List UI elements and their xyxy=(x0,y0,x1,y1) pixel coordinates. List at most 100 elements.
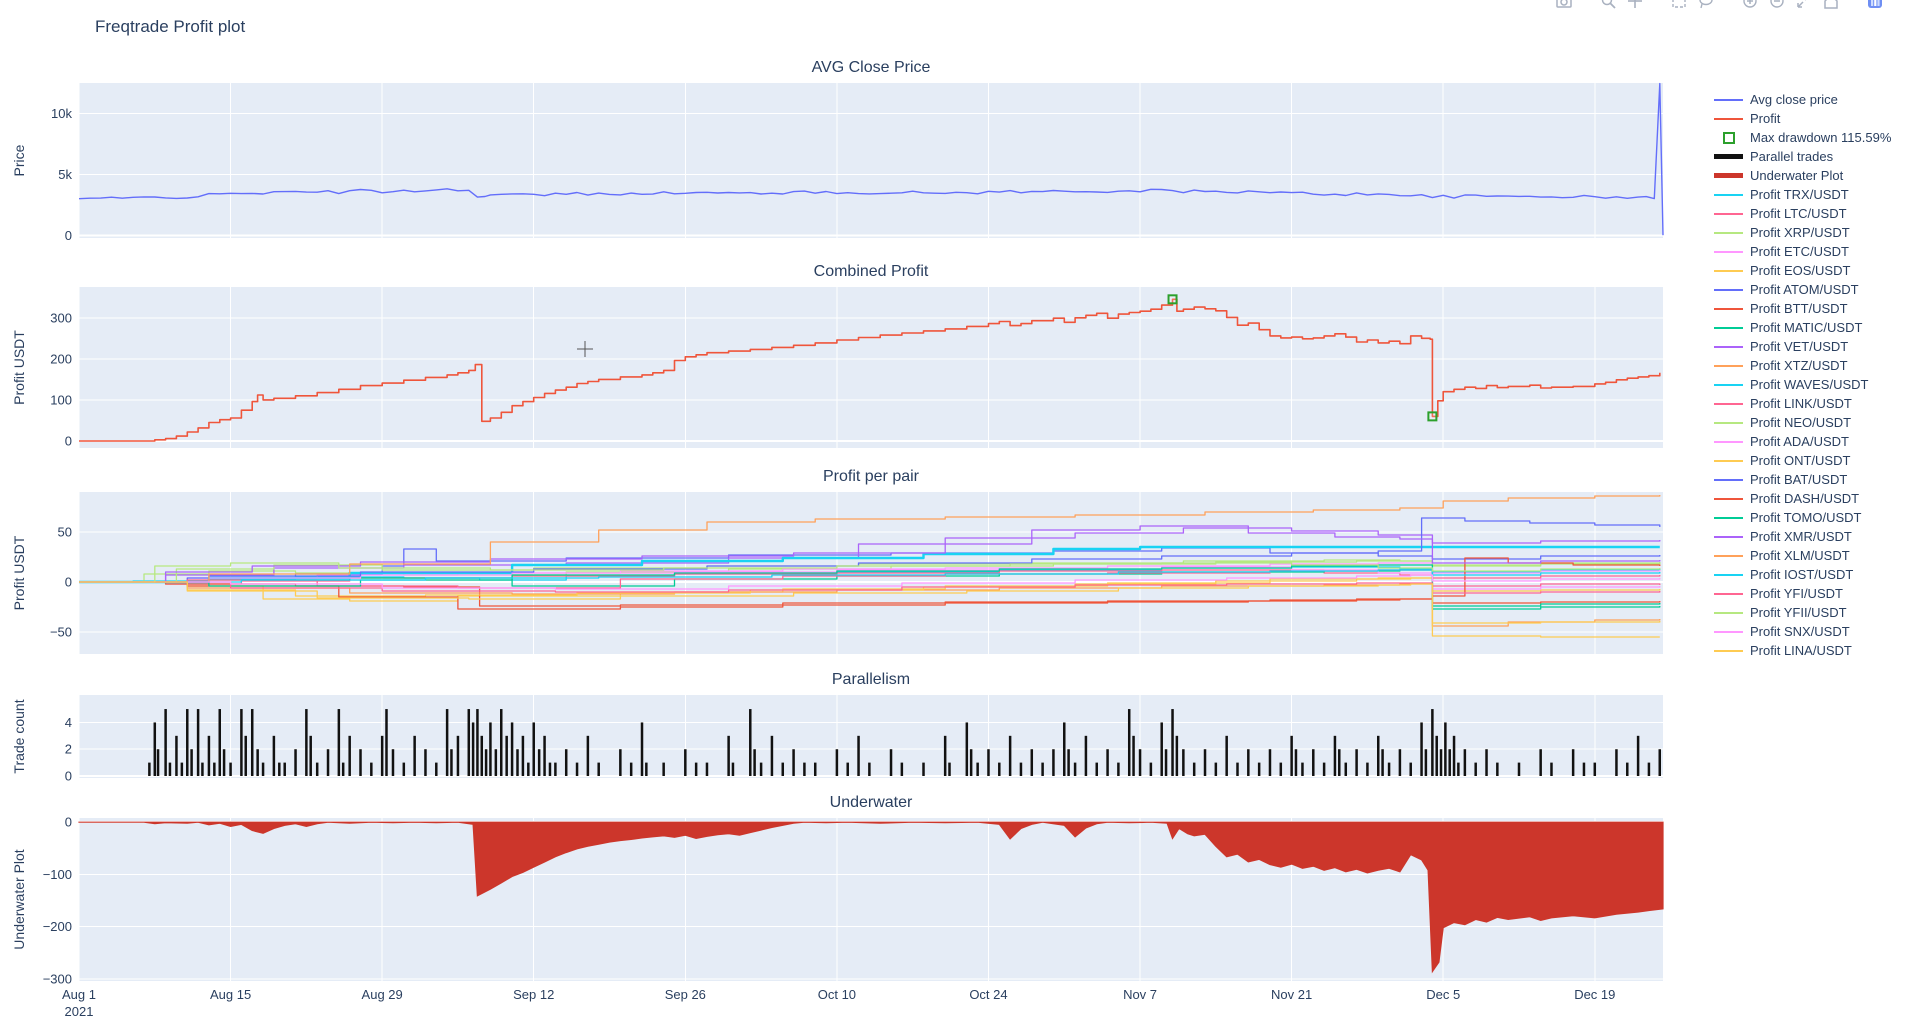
legend-item-profit-ltc-usdt[interactable]: Profit LTC/USDT xyxy=(1714,204,1904,223)
legend-item-profit-ada-usdt[interactable]: Profit ADA/USDT xyxy=(1714,432,1904,451)
trade-count-bar xyxy=(969,749,973,776)
subplot-title: Parallelism xyxy=(832,671,910,688)
zoom-icon[interactable] xyxy=(1599,0,1617,11)
legend-item-label: Profit ATOM/USDT xyxy=(1750,282,1859,297)
legend-item-label: Profit XRP/USDT xyxy=(1750,225,1850,240)
y-tick-label: 4 xyxy=(65,715,72,730)
trade-count-bar xyxy=(521,735,525,776)
trade-count-bar xyxy=(337,709,341,776)
series-profit-waves-usdt xyxy=(79,545,1660,584)
trade-count-bar xyxy=(554,762,557,776)
box-select-icon[interactable] xyxy=(1670,0,1688,11)
legend-item-profit-etc-usdt[interactable]: Profit ETC/USDT xyxy=(1714,242,1904,261)
zoom-in-icon[interactable] xyxy=(1741,0,1759,11)
trade-count-bar xyxy=(1550,762,1553,776)
legend-item-profit-trx-usdt[interactable]: Profit TRX/USDT xyxy=(1714,185,1904,204)
lasso-select-icon[interactable] xyxy=(1697,0,1715,11)
legend-item-underwater-plot[interactable]: Underwater Plot xyxy=(1714,166,1904,185)
legend-item-avg-close-price[interactable]: Avg close price xyxy=(1714,90,1904,109)
legend-item-profit-dash-usdt[interactable]: Profit DASH/USDT xyxy=(1714,489,1904,508)
legend-item-profit-atom-usdt[interactable]: Profit ATOM/USDT xyxy=(1714,280,1904,299)
plot-background xyxy=(79,83,1663,238)
legend-item-label: Profit BAT/USDT xyxy=(1750,472,1848,487)
legend-item-profit-xrp-usdt[interactable]: Profit XRP/USDT xyxy=(1714,223,1904,242)
autoscale-icon[interactable] xyxy=(1795,0,1813,11)
y-tick-label: 0 xyxy=(65,815,72,830)
trade-count-bar xyxy=(278,762,281,776)
trade-count-bar xyxy=(213,762,216,776)
series-profit-yfi-usdt xyxy=(79,581,1661,594)
trade-count-bar xyxy=(705,762,709,776)
trade-count-bar xyxy=(1571,749,1575,776)
legend-line-swatch xyxy=(1714,250,1743,253)
trade-count-bar xyxy=(148,762,151,776)
x-tick-label: Dec 5 xyxy=(1426,987,1460,1002)
legend-item-label: Profit YFI/USDT xyxy=(1750,586,1843,601)
legend-item-label: Profit NEO/USDT xyxy=(1750,415,1852,430)
trade-count-bar xyxy=(813,762,817,776)
pan-icon[interactable] xyxy=(1626,0,1644,11)
trade-count-bar xyxy=(900,762,904,776)
trade-count-bar xyxy=(1398,749,1402,776)
trade-count-bar xyxy=(1435,735,1438,776)
trade-count-bar xyxy=(619,749,622,776)
legend-line-swatch xyxy=(1714,383,1743,386)
trade-count-bar xyxy=(445,709,449,776)
legend-item-profit-snx-usdt[interactable]: Profit SNX/USDT xyxy=(1714,622,1904,641)
reset-axes-icon[interactable] xyxy=(1822,0,1840,11)
plotly-logo-icon[interactable] xyxy=(1866,0,1884,11)
series-profit-dash-usdt xyxy=(79,557,1661,610)
legend-item-profit-xmr-usdt[interactable]: Profit XMR/USDT xyxy=(1714,527,1904,546)
trade-count-bar xyxy=(201,762,204,776)
legend-item-profit-vet-usdt[interactable]: Profit VET/USDT xyxy=(1714,337,1904,356)
legend-item-max-drawdown-115-59[interactable]: Max drawdown 115.59% xyxy=(1714,128,1904,147)
trade-count-bar xyxy=(309,735,312,776)
trade-count-bar xyxy=(505,735,508,776)
trade-count-bar xyxy=(543,735,546,776)
y-tick-label: 0 xyxy=(65,768,72,783)
trade-count-bar xyxy=(1355,749,1358,776)
figure-title: Freqtrade Profit plot xyxy=(95,17,246,36)
legend-item-profit[interactable]: Profit xyxy=(1714,109,1904,128)
legend-line-swatch xyxy=(1714,307,1743,310)
plot-background xyxy=(79,287,1663,448)
legend-item-profit-neo-usdt[interactable]: Profit NEO/USDT xyxy=(1714,413,1904,432)
trade-count-bar xyxy=(1424,749,1428,776)
y-tick-label: −100 xyxy=(43,867,72,882)
camera-icon[interactable] xyxy=(1555,0,1573,11)
trade-count-bar xyxy=(1452,735,1456,776)
x-tick-label: Nov 7 xyxy=(1123,987,1157,1002)
legend-item-profit-ont-usdt[interactable]: Profit ONT/USDT xyxy=(1714,451,1904,470)
legend-item-profit-tomo-usdt[interactable]: Profit TOMO/USDT xyxy=(1714,508,1904,527)
legend-line-swatch xyxy=(1714,193,1743,196)
trade-count-bar xyxy=(1312,749,1315,776)
series-profit-xmr-usdt xyxy=(79,525,1661,583)
legend-item-profit-xtz-usdt[interactable]: Profit XTZ/USDT xyxy=(1714,356,1904,375)
legend-item-profit-xlm-usdt[interactable]: Profit XLM/USDT xyxy=(1714,546,1904,565)
trade-count-bar xyxy=(256,749,259,776)
trade-count-bar xyxy=(759,762,763,776)
trade-count-bar xyxy=(835,749,839,776)
legend-item-profit-lina-usdt[interactable]: Profit LINA/USDT xyxy=(1714,641,1904,660)
legend-item-profit-iost-usdt[interactable]: Profit IOST/USDT xyxy=(1714,565,1904,584)
trade-count-bar xyxy=(1366,762,1369,776)
trade-count-bar xyxy=(1192,762,1196,776)
trade-count-bar xyxy=(164,709,167,776)
legend-item-parallel-trades[interactable]: Parallel trades xyxy=(1714,147,1904,166)
legend-item-profit-yfii-usdt[interactable]: Profit YFII/USDT xyxy=(1714,603,1904,622)
zoom-out-icon[interactable] xyxy=(1768,0,1786,11)
legend-item-profit-bat-usdt[interactable]: Profit BAT/USDT xyxy=(1714,470,1904,489)
legend-item-label: Profit DASH/USDT xyxy=(1750,491,1860,506)
legend-line-swatch xyxy=(1714,98,1743,101)
legend-item-profit-yfi-usdt[interactable]: Profit YFI/USDT xyxy=(1714,584,1904,603)
legend-item-profit-eos-usdt[interactable]: Profit EOS/USDT xyxy=(1714,261,1904,280)
subplot-profit-per-pair: −50 0 50 Profit per pair Profit USDT xyxy=(11,468,1663,654)
legend-item-profit-waves-usdt[interactable]: Profit WAVES/USDT xyxy=(1714,375,1904,394)
legend-item-profit-matic-usdt[interactable]: Profit MATIC/USDT xyxy=(1714,318,1904,337)
x-tick-label: Aug 29 xyxy=(362,987,403,1002)
trade-count-bar xyxy=(326,749,330,776)
legend-item-profit-btt-usdt[interactable]: Profit BTT/USDT xyxy=(1714,299,1904,318)
legend-item-label: Profit YFII/USDT xyxy=(1750,605,1847,620)
legend-item-profit-link-usdt[interactable]: Profit LINK/USDT xyxy=(1714,394,1904,413)
